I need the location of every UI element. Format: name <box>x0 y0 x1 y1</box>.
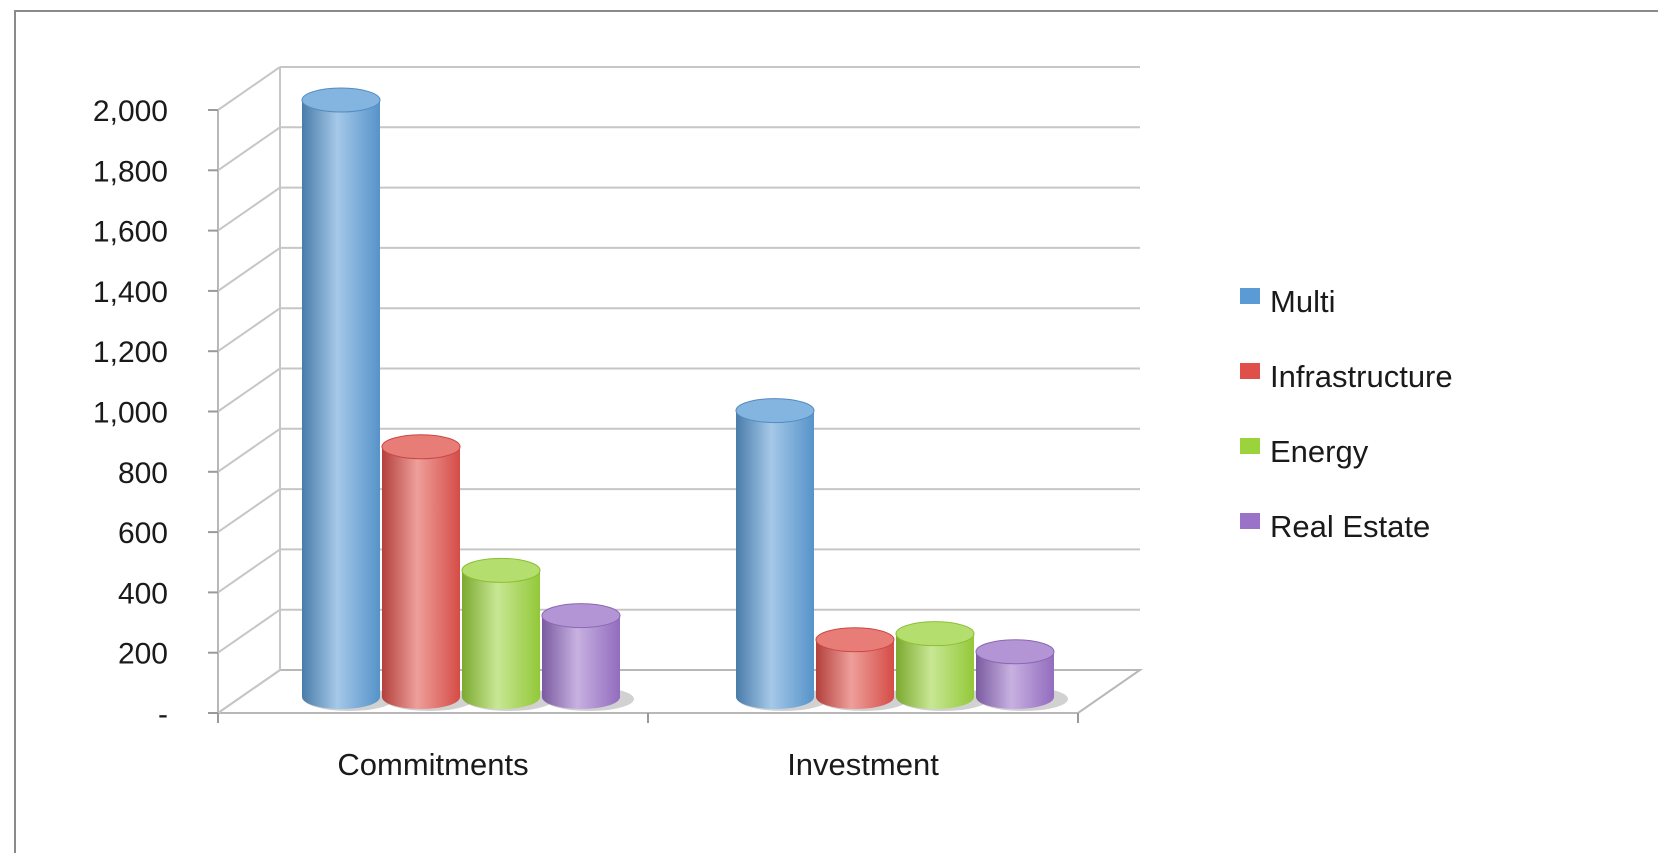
bar <box>541 603 634 711</box>
bar-body <box>976 651 1054 709</box>
y-tick-label: 1,400 <box>93 276 168 309</box>
gridline-side <box>217 66 281 111</box>
gridline-side <box>217 548 281 594</box>
y-tick-label: 1,000 <box>93 397 168 430</box>
x-category-label: Investment <box>787 747 939 782</box>
y-tick-label: 600 <box>118 517 168 550</box>
legend-swatch <box>1240 363 1260 379</box>
y-tick-label: 1,200 <box>93 336 168 369</box>
y-tick-label: 400 <box>118 577 168 610</box>
bar <box>815 627 908 711</box>
legend-swatch <box>1240 438 1260 454</box>
legend-item: Energy <box>1240 434 1369 469</box>
bar <box>461 557 554 711</box>
bar-top <box>461 557 541 583</box>
bar-top <box>975 639 1055 665</box>
bar <box>895 621 988 711</box>
gridline-side <box>217 608 281 654</box>
bar-top <box>895 621 975 647</box>
gridline-side <box>217 669 281 714</box>
gridline-side <box>217 247 281 292</box>
y-tick-label: 800 <box>118 457 168 490</box>
bar <box>301 87 394 711</box>
legend-label: Energy <box>1270 434 1369 469</box>
bar-body <box>896 633 974 709</box>
bar-body <box>816 639 894 709</box>
legend-label: Multi <box>1270 284 1335 319</box>
bar-top <box>735 398 815 424</box>
bar <box>975 639 1068 711</box>
gridline-side <box>217 126 281 172</box>
bar-top <box>815 627 895 653</box>
y-tick-label: - <box>158 698 168 731</box>
bar-body <box>462 570 540 709</box>
gridline-side <box>217 367 281 413</box>
gridline-side <box>217 427 281 473</box>
bars <box>301 87 1068 711</box>
bar <box>735 398 828 711</box>
bar-body <box>302 100 380 709</box>
legend-swatch <box>1240 288 1260 304</box>
legend-item: Real Estate <box>1240 509 1430 544</box>
legend-item: Infrastructure <box>1240 359 1453 394</box>
y-tick-label: 2,000 <box>93 95 168 128</box>
legend-label: Real Estate <box>1270 509 1430 544</box>
bar-body <box>382 446 460 709</box>
gridline-side <box>217 186 281 232</box>
bar <box>381 434 474 711</box>
x-category-label: Commitments <box>337 747 528 782</box>
y-tick-label: 200 <box>118 638 168 671</box>
legend: Multi Infrastructure Energy Real Estate <box>1240 284 1453 544</box>
y-axis-ticks: - 200 400 600 800 1,000 1,200 1,400 1,600 1,800 2,… <box>93 95 218 731</box>
y-tick-label: 1,800 <box>93 155 168 188</box>
legend-label: Infrastructure <box>1270 359 1453 394</box>
x-axis-labels: Commitments Investment <box>217 713 1079 782</box>
bar-body <box>736 410 814 709</box>
bar-top <box>381 434 461 460</box>
legend-item: Multi <box>1240 284 1335 319</box>
bar-body <box>542 615 620 709</box>
bar-top <box>301 87 381 113</box>
gridline-side <box>217 307 281 353</box>
bar-top <box>541 603 621 629</box>
gridline-side <box>217 488 281 533</box>
legend-swatch <box>1240 513 1260 529</box>
y-tick-label: 1,600 <box>93 216 168 249</box>
